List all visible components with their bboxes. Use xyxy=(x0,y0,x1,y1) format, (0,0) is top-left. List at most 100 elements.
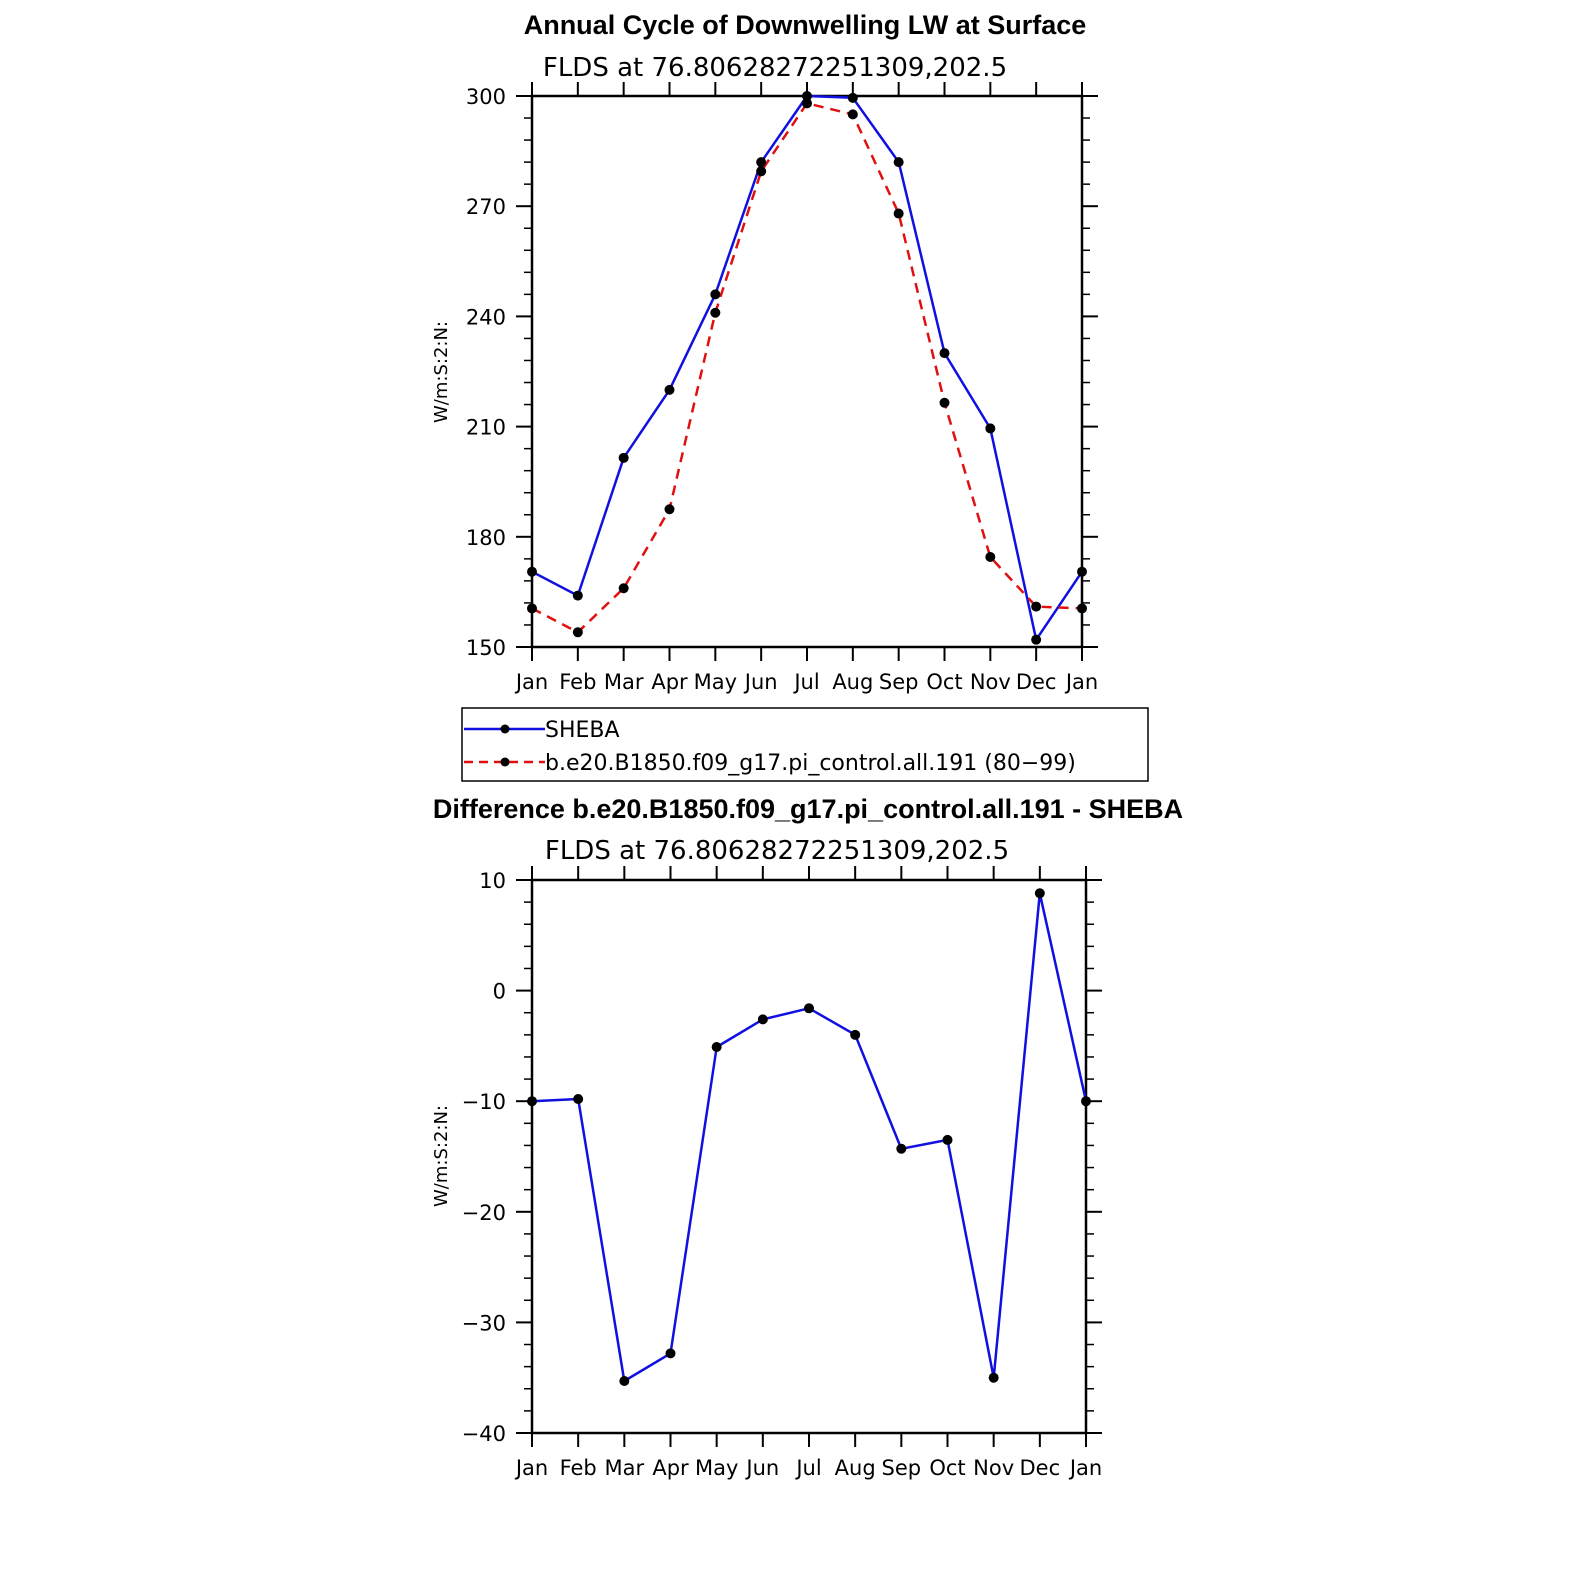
data-point xyxy=(1034,888,1045,899)
difference-chart: Difference b.e20.B1850.f09_g17.pi_contro… xyxy=(431,794,1183,1480)
y-axis-label: W/m:S:2:N: xyxy=(431,1105,452,1207)
series-line-1 xyxy=(531,94,1084,641)
y-tick-label: −10 xyxy=(462,1090,506,1114)
data-point xyxy=(573,1093,584,1104)
data-point xyxy=(1031,601,1042,612)
data-point xyxy=(1081,1096,1091,1107)
legend-marker xyxy=(500,757,510,767)
legend-label: SHEBA xyxy=(545,718,620,743)
x-tick-label: Jun xyxy=(744,1456,779,1480)
data-point xyxy=(710,307,721,318)
data-point xyxy=(939,397,950,408)
x-tick-label: Dec xyxy=(1016,670,1057,694)
data-point xyxy=(711,1042,722,1053)
legend: SHEBA b.e20.B1850.f09_g17.pi_control.all… xyxy=(461,707,1149,782)
data-point xyxy=(1077,603,1087,614)
data-point xyxy=(527,1096,537,1107)
x-tick-label: Jan xyxy=(1064,670,1098,694)
legend-box xyxy=(461,707,1149,782)
x-tick-label: Jul xyxy=(792,670,819,694)
chart-title: Annual Cycle of Downwelling LW at Surfac… xyxy=(524,10,1087,40)
y-tick-label: −20 xyxy=(462,1201,506,1225)
y-tick-label: 0 xyxy=(493,980,506,1004)
series-line-2 xyxy=(531,102,1083,634)
legend-marker xyxy=(500,724,510,734)
x-tick-label: Apr xyxy=(652,1456,689,1480)
series-line-1 xyxy=(531,892,1088,1383)
data-point xyxy=(802,98,812,109)
data-point xyxy=(572,627,583,638)
legend-label: b.e20.B1850.f09_g17.pi_control.all.191 (… xyxy=(545,751,1076,776)
plot-area: −40 −30 −20 −10 0 10 Jan Feb Mar Apr May Jun Jul Aug S… xyxy=(462,866,1102,1480)
data-point xyxy=(756,166,767,177)
x-tick-label: Sep xyxy=(879,670,919,694)
legend-item-sheba: SHEBA xyxy=(464,718,620,743)
plot-frame xyxy=(530,878,1088,1435)
data-point xyxy=(893,157,904,168)
y-tick-label: −40 xyxy=(462,1422,506,1446)
y-tick-label: 240 xyxy=(466,305,506,329)
x-tick-label: Jan xyxy=(514,670,548,694)
data-point xyxy=(664,384,675,395)
y-tick-label: 270 xyxy=(466,195,506,219)
data-point xyxy=(664,504,675,515)
x-tick-label: Oct xyxy=(926,670,962,694)
x-tick-label: Mar xyxy=(605,1456,645,1480)
x-tick-label: Jul xyxy=(794,1456,821,1480)
x-tick-label: Mar xyxy=(604,670,644,694)
data-point xyxy=(527,603,537,614)
y-tick-label: 10 xyxy=(479,869,506,893)
data-point xyxy=(939,348,950,359)
annual-cycle-chart: Annual Cycle of Downwelling LW at Surfac… xyxy=(431,10,1098,694)
data-point xyxy=(618,583,629,594)
data-point xyxy=(804,1003,814,1014)
data-point xyxy=(618,452,629,463)
data-point xyxy=(893,208,904,219)
data-point xyxy=(847,109,858,120)
x-tick-label: Dec xyxy=(1020,1456,1061,1480)
x-tick-label: Apr xyxy=(651,670,688,694)
chart-subtitle: FLDS at 76.80628272251309,202.5 xyxy=(543,53,1007,83)
x-tick-label: Sep xyxy=(882,1456,922,1480)
data-point xyxy=(527,566,537,577)
x-tick-label: Nov xyxy=(973,1456,1014,1480)
data-point xyxy=(619,1376,630,1387)
data-point xyxy=(988,1372,999,1383)
y-tick-label: 150 xyxy=(466,636,506,660)
data-point xyxy=(756,157,767,168)
data-point xyxy=(1077,566,1087,577)
x-tick-label: May xyxy=(694,670,737,694)
data-point xyxy=(572,590,583,601)
x-tick-label: Aug xyxy=(835,1456,876,1480)
data-point xyxy=(896,1143,907,1154)
chart-title: Difference b.e20.B1850.f09_g17.pi_contro… xyxy=(433,794,1183,824)
x-tick-label: Jun xyxy=(743,670,778,694)
y-axis-label: W/m:S:2:N: xyxy=(431,321,452,423)
data-point xyxy=(985,552,996,563)
y-tick-label: 300 xyxy=(466,85,506,109)
data-point xyxy=(1031,634,1042,645)
plot-area: 150 180 210 240 270 300 Jan Feb Mar Apr May Jun Jul A… xyxy=(466,82,1098,694)
x-tick-label: Feb xyxy=(559,670,596,694)
data-point xyxy=(757,1014,768,1025)
plot-frame xyxy=(530,94,1084,649)
data-point xyxy=(802,91,812,101)
data-point xyxy=(850,1029,861,1040)
data-point xyxy=(942,1134,953,1145)
data-point xyxy=(985,423,996,434)
y-tick-label: −30 xyxy=(462,1311,506,1335)
y-tick-label: 210 xyxy=(466,416,506,440)
chart-subtitle: FLDS at 76.80628272251309,202.5 xyxy=(545,836,1009,866)
x-tick-label: Feb xyxy=(560,1456,597,1480)
x-tick-label: Jan xyxy=(514,1456,548,1480)
x-tick-label: Jan xyxy=(1068,1456,1102,1480)
data-point xyxy=(710,289,721,300)
data-point xyxy=(847,92,858,103)
x-tick-label: Aug xyxy=(832,670,873,694)
x-tick-label: May xyxy=(695,1456,738,1480)
x-tick-label: Nov xyxy=(970,670,1011,694)
data-point xyxy=(665,1348,676,1359)
legend-item-model: b.e20.B1850.f09_g17.pi_control.all.191 (… xyxy=(464,751,1076,776)
x-tick-label: Oct xyxy=(929,1456,965,1480)
